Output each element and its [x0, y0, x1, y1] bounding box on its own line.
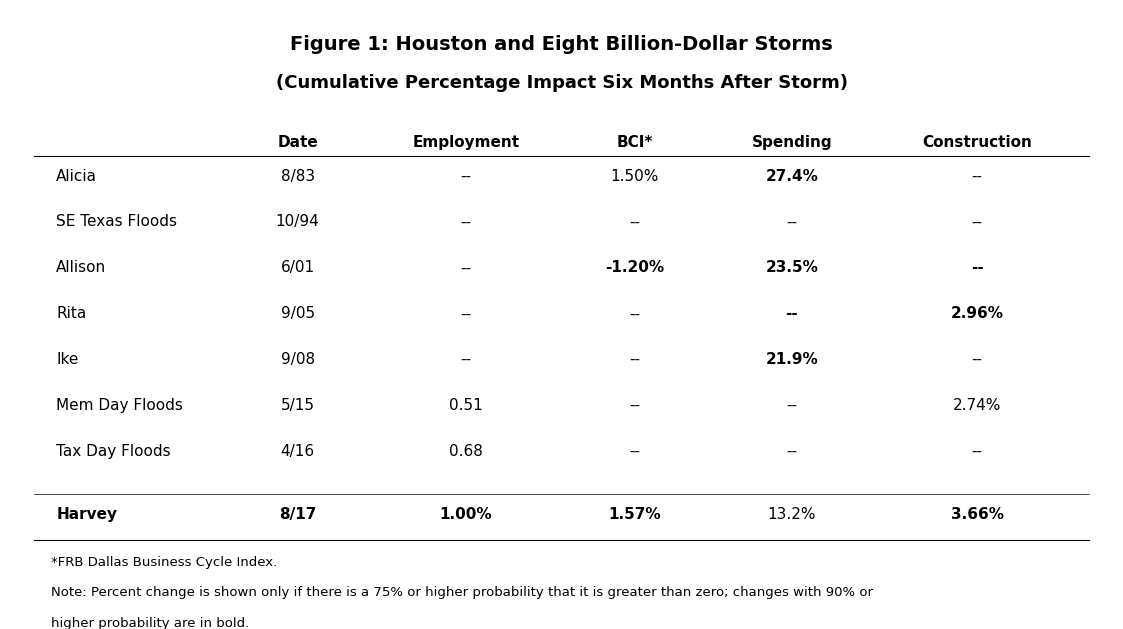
Text: Mem Day Floods: Mem Day Floods	[56, 398, 183, 413]
Text: --: --	[629, 214, 640, 230]
Text: 5/15: 5/15	[281, 398, 314, 413]
Text: --: --	[785, 306, 798, 321]
Text: 4/16: 4/16	[281, 444, 314, 459]
Text: --: --	[629, 306, 640, 321]
Text: 0.51: 0.51	[449, 398, 483, 413]
Text: --: --	[460, 169, 472, 184]
Text: --: --	[970, 260, 984, 276]
Text: Spending: Spending	[751, 135, 832, 150]
Text: Construction: Construction	[922, 135, 1032, 150]
Text: 2.96%: 2.96%	[950, 306, 1004, 321]
Text: SE Texas Floods: SE Texas Floods	[56, 214, 177, 230]
Text: 13.2%: 13.2%	[767, 508, 816, 523]
Text: Note: Percent change is shown only if there is a 75% or higher probability that : Note: Percent change is shown only if th…	[51, 586, 873, 599]
Text: --: --	[971, 169, 983, 184]
Text: -1.20%: -1.20%	[605, 260, 664, 276]
Text: 8/83: 8/83	[281, 169, 314, 184]
Text: --: --	[460, 306, 472, 321]
Text: 1.00%: 1.00%	[440, 508, 492, 523]
Text: --: --	[629, 444, 640, 459]
Text: Rita: Rita	[56, 306, 86, 321]
Text: Figure 1: Houston and Eight Billion-Dollar Storms: Figure 1: Houston and Eight Billion-Doll…	[290, 35, 833, 53]
Text: 23.5%: 23.5%	[765, 260, 819, 276]
Text: Alicia: Alicia	[56, 169, 98, 184]
Text: 27.4%: 27.4%	[765, 169, 819, 184]
Text: 21.9%: 21.9%	[766, 352, 818, 367]
Text: 9/08: 9/08	[281, 352, 314, 367]
Text: --: --	[971, 352, 983, 367]
Text: Date: Date	[277, 135, 318, 150]
Text: 1.50%: 1.50%	[610, 169, 659, 184]
Text: Harvey: Harvey	[56, 508, 117, 523]
Text: Ike: Ike	[56, 352, 79, 367]
Text: --: --	[971, 444, 983, 459]
Text: 9/05: 9/05	[281, 306, 314, 321]
Text: *FRB Dallas Business Cycle Index.: *FRB Dallas Business Cycle Index.	[51, 556, 276, 569]
Text: 2.74%: 2.74%	[952, 398, 1002, 413]
Text: --: --	[460, 260, 472, 276]
Text: --: --	[460, 214, 472, 230]
Text: Employment: Employment	[412, 135, 520, 150]
Text: --: --	[460, 352, 472, 367]
Text: --: --	[786, 398, 797, 413]
Text: --: --	[786, 214, 797, 230]
Text: 8/17: 8/17	[279, 508, 317, 523]
Text: --: --	[971, 214, 983, 230]
Text: --: --	[629, 398, 640, 413]
Text: 3.66%: 3.66%	[950, 508, 1004, 523]
Text: (Cumulative Percentage Impact Six Months After Storm): (Cumulative Percentage Impact Six Months…	[275, 74, 848, 92]
Text: 0.68: 0.68	[449, 444, 483, 459]
Text: 1.57%: 1.57%	[609, 508, 660, 523]
Text: BCI*: BCI*	[617, 135, 652, 150]
Text: Tax Day Floods: Tax Day Floods	[56, 444, 171, 459]
Text: 10/94: 10/94	[276, 214, 319, 230]
Text: --: --	[629, 352, 640, 367]
Text: Allison: Allison	[56, 260, 107, 276]
Text: 6/01: 6/01	[281, 260, 314, 276]
Text: higher probability are in bold.: higher probability are in bold.	[51, 616, 249, 629]
Text: --: --	[786, 444, 797, 459]
